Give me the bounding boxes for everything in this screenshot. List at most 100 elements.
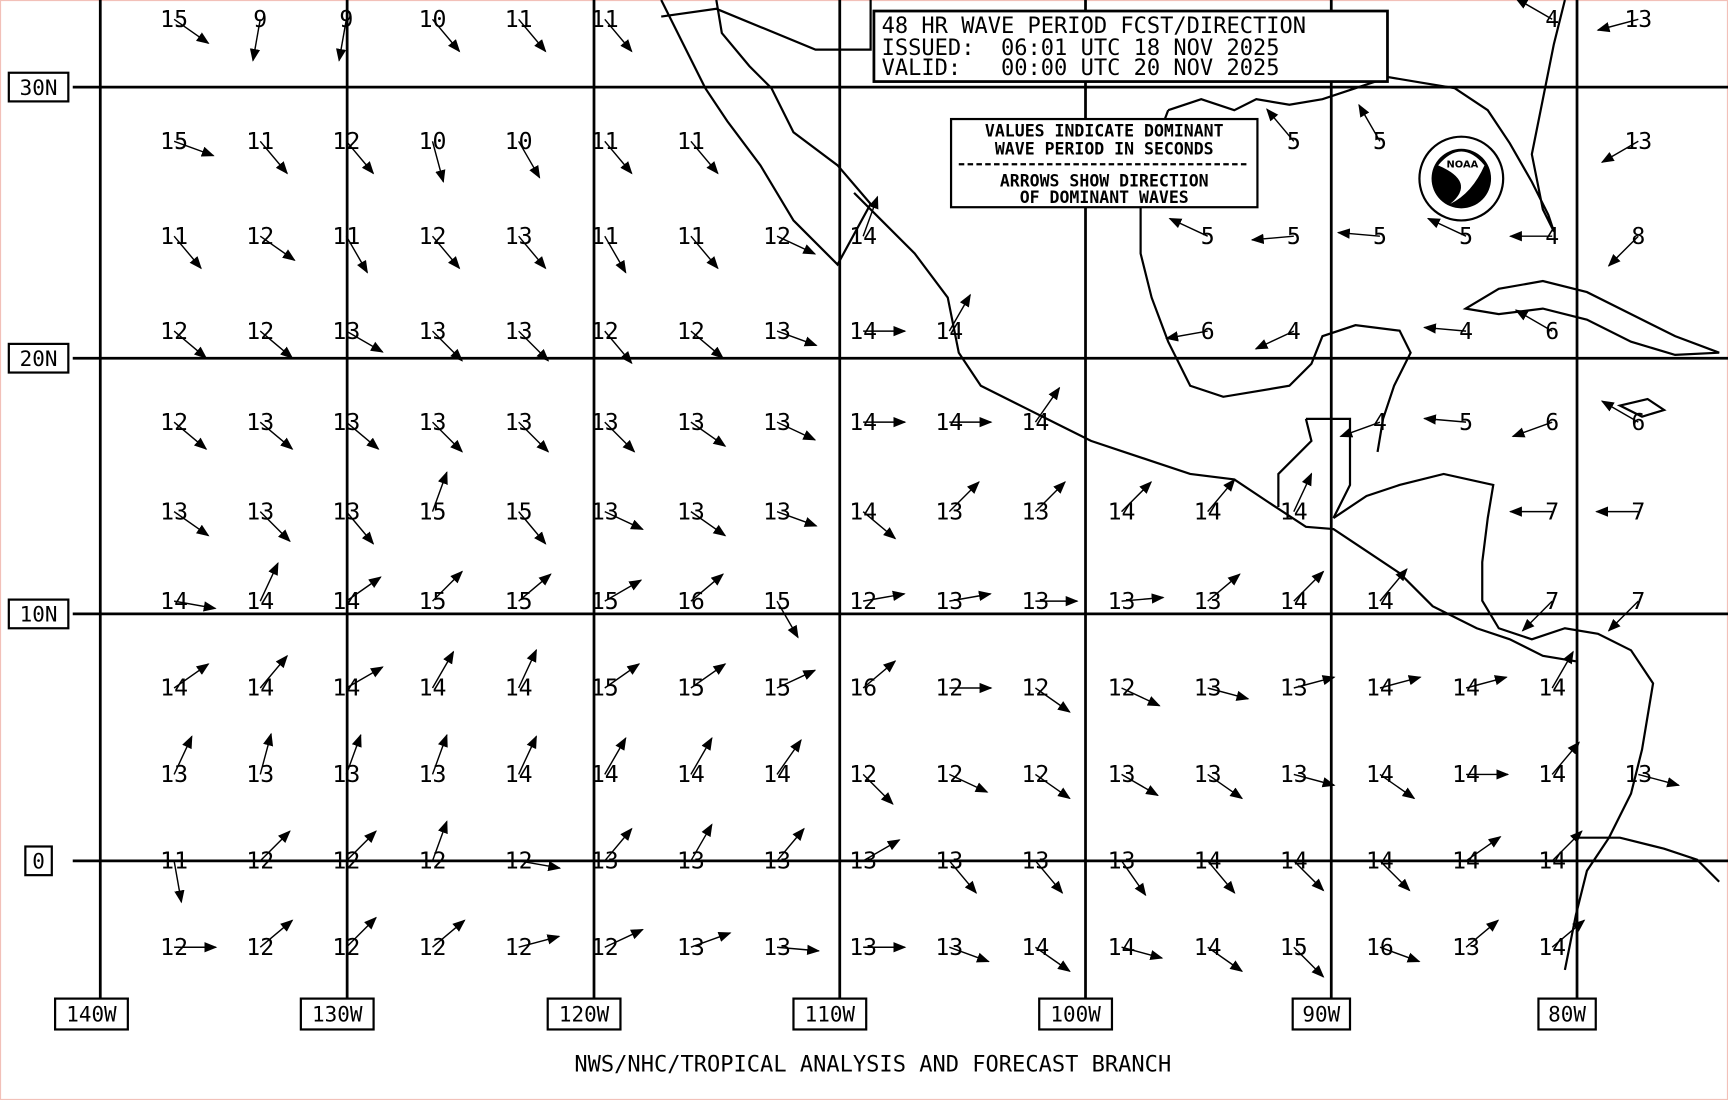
wave-direction-arrow [1600,400,1639,423]
wave-direction-arrow [431,330,464,362]
wave-period-label: 12 [505,935,533,961]
wave-point: 12 [332,916,377,961]
wave-period-label: 7 [1545,589,1559,615]
wave-direction-arrow [173,235,202,270]
wave-period-label: 13 [935,499,963,525]
wave-point: 14 [1280,570,1325,615]
wave-point: 13 [160,735,193,788]
wave-point: 12 [505,849,562,875]
wave-direction-arrow [346,666,384,689]
wave-point: 14 [849,499,897,540]
wave-point: 13 [591,827,633,875]
wave-point: 5 [1250,224,1301,250]
wave-direction-arrow [432,919,466,948]
wave-point: 7 [1595,499,1645,525]
wave-period-label: 11 [677,129,705,155]
wave-point: 15 [160,129,215,157]
wave-point: 4 [1509,224,1559,250]
wave-point: 16 [677,573,724,615]
wave-point: 13 [160,499,210,537]
wave-direction-arrow [1465,675,1508,689]
wave-point: 15 [677,663,727,702]
wave-point: 6 [1511,410,1559,438]
wave-direction-arrow [690,140,719,175]
wave-direction-arrow [776,510,818,527]
wave-point: 12 [591,319,633,365]
wave-period-label: 15 [419,499,447,525]
wave-point: 11 [677,129,719,175]
wave-period-label: 13 [763,849,791,875]
wave-point: 5 [1423,410,1473,436]
wave-direction-arrow [1266,108,1295,142]
wave-period-label: 12 [1021,676,1049,702]
wave-point: 11 [591,7,633,53]
wave-period-label: 13 [677,410,705,436]
wave-direction-arrow [1596,18,1639,33]
wave-period-label: 8 [1631,224,1645,250]
wave-direction-arrow [518,235,547,270]
wave-point: 14 [332,576,382,615]
wave-period-label: 13 [1624,129,1652,155]
wave-period-label: 12 [419,849,447,875]
wave-direction-arrow [431,733,448,775]
svg-text:NOAA: NOAA [1447,160,1479,171]
wave-direction-arrow [345,733,362,775]
wave-point: 13 [1280,762,1336,788]
wave-point: 14 [419,650,455,702]
wave-point: 12 [763,224,817,255]
wave-period-label: 5 [1201,224,1215,250]
wave-direction-arrow [1293,946,1325,978]
wave-period-label: 12 [246,849,274,875]
wave-direction-arrow [518,934,561,948]
wave-direction-arrow [1034,860,1064,894]
wave-period-label: 4 [1545,7,1559,33]
footer-credit: NWS/NHC/TROPICAL ANALYSIS AND FORECAST B… [574,1052,1171,1077]
svg-text:90W: 90W [1302,1003,1340,1027]
wave-direction-arrow [690,573,724,602]
wave-point: 13 [763,319,818,347]
lon-label-120w: 120W [546,997,622,1031]
lon-label-140w: 140W [54,997,129,1031]
wave-period-label: 13 [677,499,705,525]
wave-point: 14 [160,589,217,615]
wave-period-label: 9 [339,7,353,33]
wave-point: 14 [849,410,907,436]
wave-direction-arrow [173,860,185,904]
wave-direction-arrow [1607,600,1639,632]
svg-text:130W: 130W [312,1003,363,1027]
wave-point: 14 [1108,935,1164,961]
wave-direction-arrow [1293,675,1336,689]
wave-direction-arrow [1250,233,1294,244]
wave-direction-arrow [173,140,215,157]
wave-direction-arrow [690,737,713,775]
wave-period-label: 13 [1280,762,1308,788]
wave-direction-arrow [345,421,380,450]
wave-point: 13 [763,827,805,875]
wave-direction-arrow [173,18,210,45]
wave-direction-arrow [1034,386,1061,423]
wave-period-label: 11 [591,7,619,33]
wave-direction-arrow [259,919,294,948]
wave-direction-arrow [173,735,193,775]
wave-period-label: 10 [505,129,533,155]
wave-period-label: 12 [935,676,963,702]
wave-point: 13 [1194,762,1244,800]
wave-point: 14 [1452,762,1510,788]
wave-period-label: 12 [246,224,274,250]
wave-direction-arrow [518,860,562,872]
wave-period-label: 14 [1021,410,1049,436]
wave-period-label: 15 [591,589,619,615]
wave-point: 14 [1021,935,1071,972]
wave-direction-arrow [862,511,897,540]
wave-point: 14 [160,663,210,702]
wave-point: 13 [677,932,732,961]
wave-period-label: 13 [591,410,619,436]
wave-period-label: 12 [246,319,274,345]
wave-direction-arrow [862,773,894,805]
wave-point: 16 [849,660,897,702]
wave-period-label: 5 [1373,129,1387,155]
wave-point: 12 [419,224,461,270]
wave-period-label: 15 [160,7,188,33]
wave-point: 12 [246,224,296,261]
wave-direction-arrow [604,928,644,948]
